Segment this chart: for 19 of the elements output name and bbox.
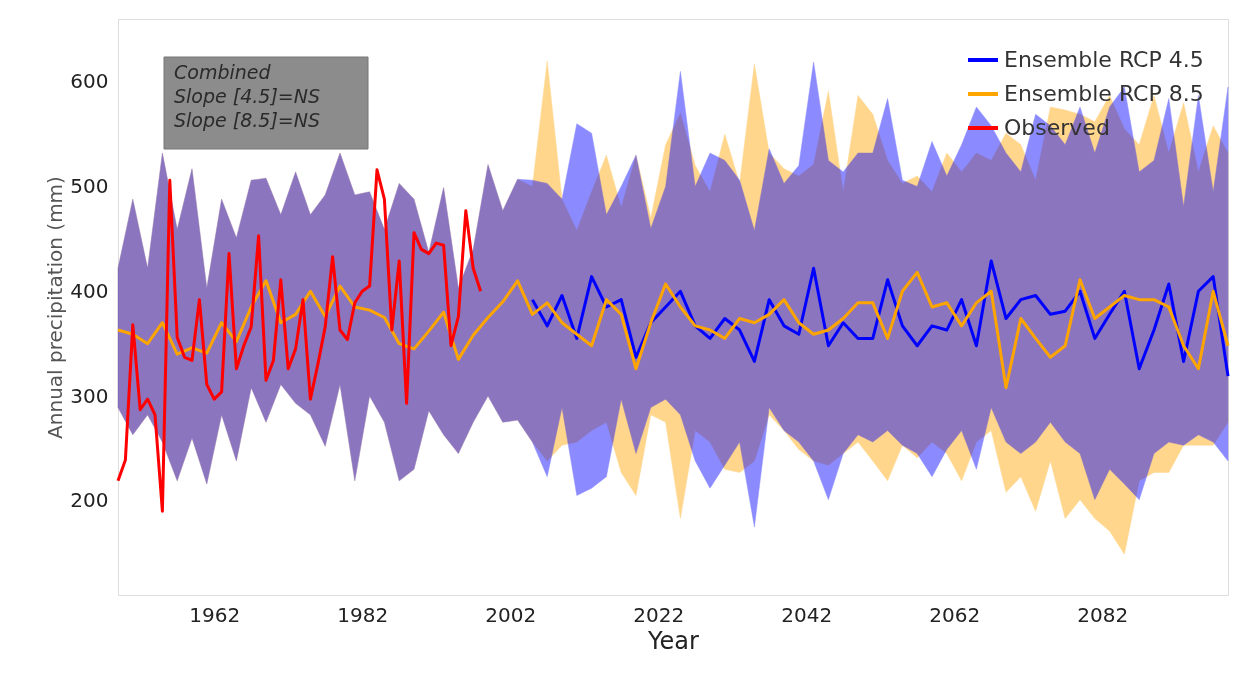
y-tick-label: 600	[70, 69, 109, 94]
x-axis-title: Year	[647, 626, 700, 655]
x-tick-label: 1962	[189, 602, 241, 627]
line-series	[530, 259, 1230, 378]
y-tick-label: 400	[70, 278, 109, 303]
line-series	[116, 270, 1230, 390]
legend-label: Ensemble RCP 4.5	[1004, 47, 1204, 72]
annotation: Combined Slope [4.5]=NS Slope [8.5]=NS	[174, 61, 320, 131]
x-tick-label: 1982	[337, 602, 389, 627]
x-tick-label: 2002	[485, 602, 537, 627]
y-tick-label: 200	[70, 488, 109, 513]
y-tick-label: 500	[70, 174, 109, 199]
line-series	[116, 168, 483, 513]
x-tick-label: 2042	[781, 602, 833, 627]
x-tick-label: 2082	[1077, 602, 1129, 627]
y-tick-label: 300	[70, 383, 109, 408]
y-axis-title: Annual precipitation (mm)	[43, 176, 68, 439]
x-tick-label: 2062	[929, 602, 981, 627]
x-tick-label: 2022	[633, 602, 685, 627]
